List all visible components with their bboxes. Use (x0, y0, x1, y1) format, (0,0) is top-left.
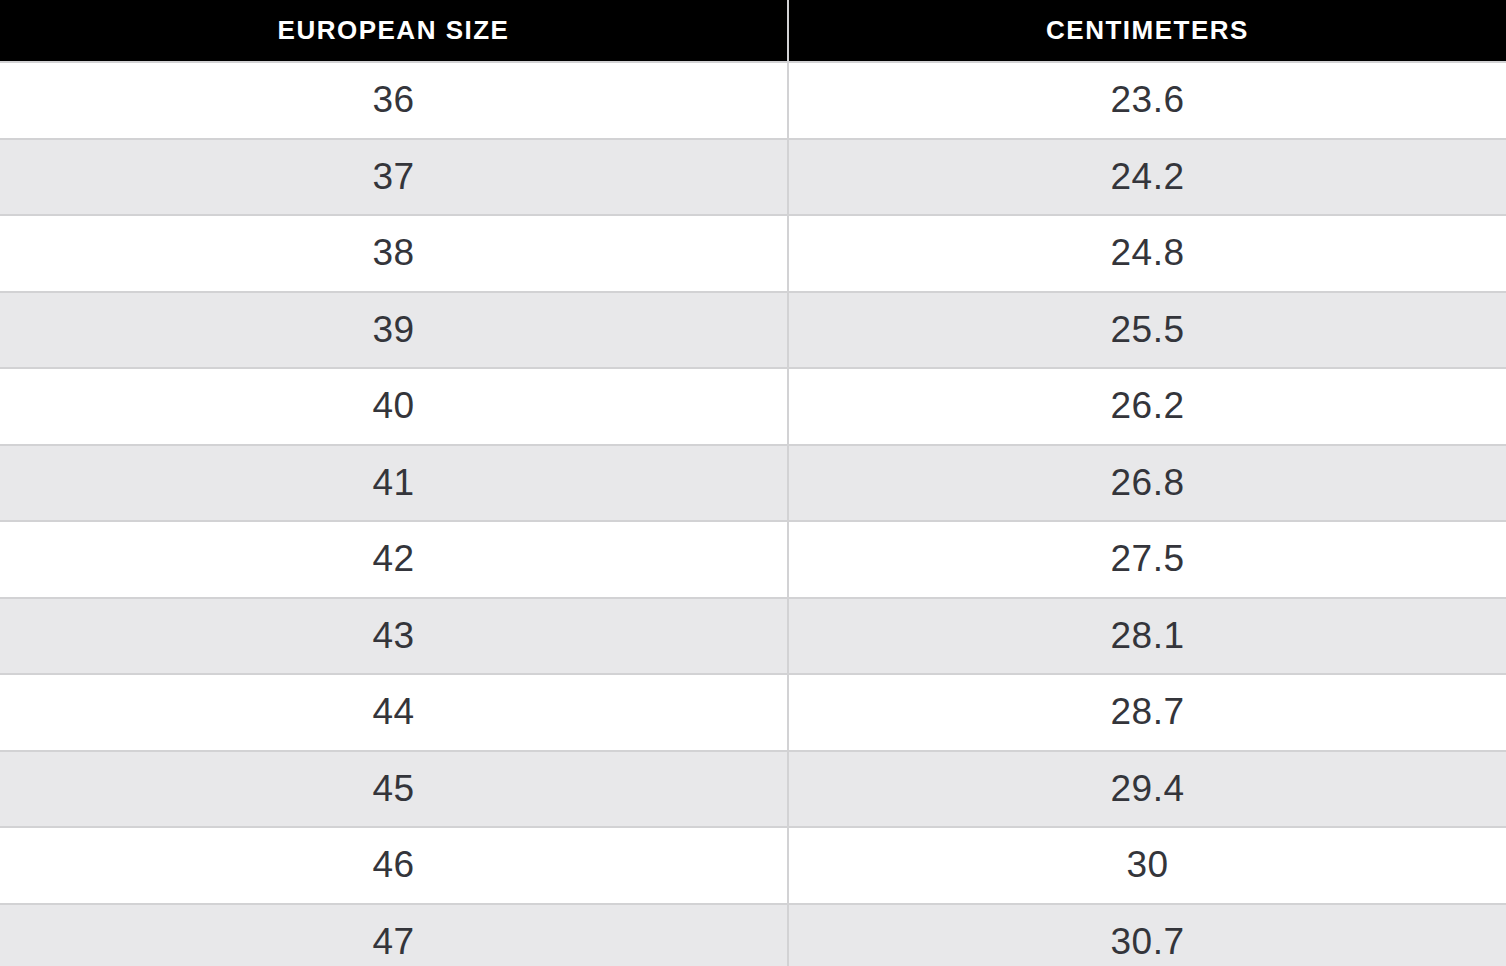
table-row: 3824.8 (0, 215, 1506, 292)
cell-european-size: 45 (0, 751, 788, 828)
table-body: 3623.63724.23824.83925.54026.24126.84227… (0, 62, 1506, 966)
cell-centimeters: 26.8 (788, 445, 1506, 522)
table-header: EUROPEAN SIZE CENTIMETERS (0, 0, 1506, 62)
cell-centimeters: 29.4 (788, 751, 1506, 828)
table-row: 4126.8 (0, 445, 1506, 522)
table-row: 4730.7 (0, 904, 1506, 966)
cell-european-size: 46 (0, 827, 788, 904)
header-row: EUROPEAN SIZE CENTIMETERS (0, 0, 1506, 62)
table-row: 4328.1 (0, 598, 1506, 675)
cell-european-size: 36 (0, 62, 788, 139)
column-header-centimeters: CENTIMETERS (788, 0, 1506, 62)
cell-centimeters: 28.1 (788, 598, 1506, 675)
cell-european-size: 37 (0, 139, 788, 216)
table-row: 4630 (0, 827, 1506, 904)
table-row: 4428.7 (0, 674, 1506, 751)
size-conversion-table: EUROPEAN SIZE CENTIMETERS 3623.63724.238… (0, 0, 1506, 966)
cell-european-size: 41 (0, 445, 788, 522)
cell-centimeters: 26.2 (788, 368, 1506, 445)
cell-european-size: 38 (0, 215, 788, 292)
cell-centimeters: 30.7 (788, 904, 1506, 966)
cell-european-size: 39 (0, 292, 788, 369)
cell-centimeters: 24.8 (788, 215, 1506, 292)
table-row: 4227.5 (0, 521, 1506, 598)
cell-european-size: 40 (0, 368, 788, 445)
cell-centimeters: 23.6 (788, 62, 1506, 139)
cell-centimeters: 28.7 (788, 674, 1506, 751)
table-row: 4529.4 (0, 751, 1506, 828)
table-row: 3925.5 (0, 292, 1506, 369)
cell-centimeters: 25.5 (788, 292, 1506, 369)
cell-european-size: 44 (0, 674, 788, 751)
cell-european-size: 43 (0, 598, 788, 675)
cell-european-size: 42 (0, 521, 788, 598)
cell-centimeters: 30 (788, 827, 1506, 904)
cell-centimeters: 24.2 (788, 139, 1506, 216)
table-row: 4026.2 (0, 368, 1506, 445)
cell-european-size: 47 (0, 904, 788, 966)
table-row: 3623.6 (0, 62, 1506, 139)
column-header-european-size: EUROPEAN SIZE (0, 0, 788, 62)
table-row: 3724.2 (0, 139, 1506, 216)
cell-centimeters: 27.5 (788, 521, 1506, 598)
